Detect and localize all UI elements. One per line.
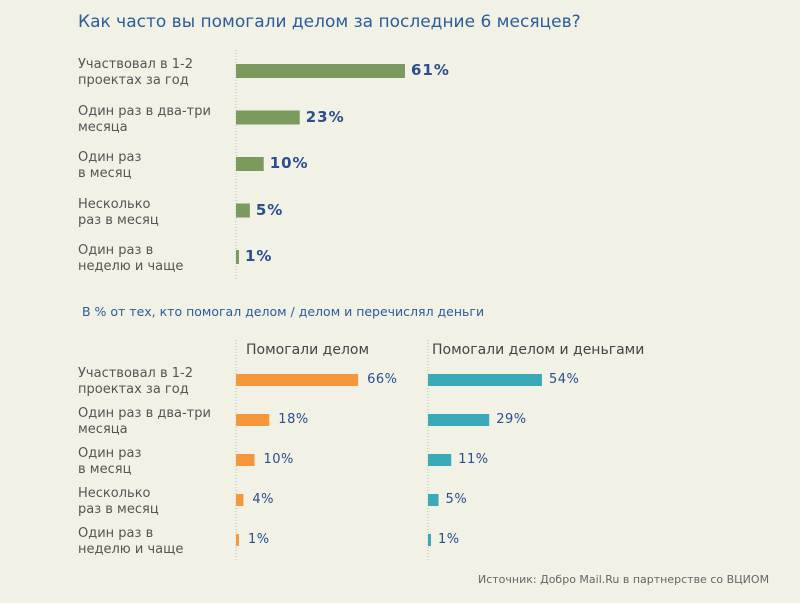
value-label: 5% bbox=[255, 200, 284, 219]
bar bbox=[236, 110, 300, 125]
source-note: Источник: Добро Mail.Ru в партнерстве со… bbox=[478, 573, 770, 586]
category-label: Несколько раз в месяц bbox=[78, 196, 159, 228]
bar bbox=[428, 454, 452, 466]
value-label: 11% bbox=[458, 452, 489, 467]
bar bbox=[236, 64, 405, 78]
bar bbox=[236, 454, 255, 466]
category-label: Один раз в месяц bbox=[78, 446, 142, 477]
bar bbox=[236, 414, 270, 426]
category-label: Один раз в неделю и чаще bbox=[78, 526, 184, 557]
bar bbox=[236, 203, 250, 218]
value-label: 66% bbox=[367, 372, 398, 387]
bar bbox=[236, 157, 264, 171]
series-header: Помогали делом и деньгами bbox=[432, 342, 645, 358]
value-label: 18% bbox=[278, 412, 309, 427]
bar bbox=[428, 414, 490, 426]
value-label: 5% bbox=[445, 492, 468, 507]
chart-title: Как часто вы помогали делом за последние… bbox=[78, 12, 581, 32]
category-label: Один раз в два-три месяца bbox=[78, 406, 211, 437]
bar bbox=[428, 534, 431, 546]
bar bbox=[236, 374, 359, 386]
series-header: Помогали делом bbox=[246, 342, 370, 358]
bar bbox=[236, 250, 239, 264]
value-label: 10% bbox=[263, 452, 294, 467]
category-label: Участвовал в 1-2 проектах за год bbox=[78, 57, 194, 88]
value-label: 54% bbox=[548, 372, 580, 387]
category-label: Несколько раз в месяц bbox=[78, 486, 159, 517]
value-label: 61% bbox=[410, 61, 450, 79]
value-label: 1% bbox=[248, 532, 270, 547]
category-label: Один раз в месяц bbox=[78, 150, 142, 181]
category-label: Один раз в два-три месяца bbox=[78, 103, 211, 135]
bar bbox=[236, 494, 244, 506]
value-label: 29% bbox=[496, 412, 527, 427]
value-label: 4% bbox=[252, 492, 275, 507]
chart-subtitle: В % от тех, кто помогал делом / делом и … bbox=[82, 304, 485, 319]
category-label: Участвовал в 1-2 проектах за год bbox=[78, 366, 194, 397]
bar bbox=[428, 374, 542, 386]
bar bbox=[236, 534, 239, 546]
bar bbox=[428, 494, 439, 506]
value-label: 1% bbox=[245, 247, 273, 265]
value-label: 10% bbox=[269, 154, 309, 172]
category-label: Один раз в неделю и чаще bbox=[78, 243, 184, 274]
value-label: 1% bbox=[438, 532, 460, 547]
value-label: 23% bbox=[305, 107, 345, 126]
